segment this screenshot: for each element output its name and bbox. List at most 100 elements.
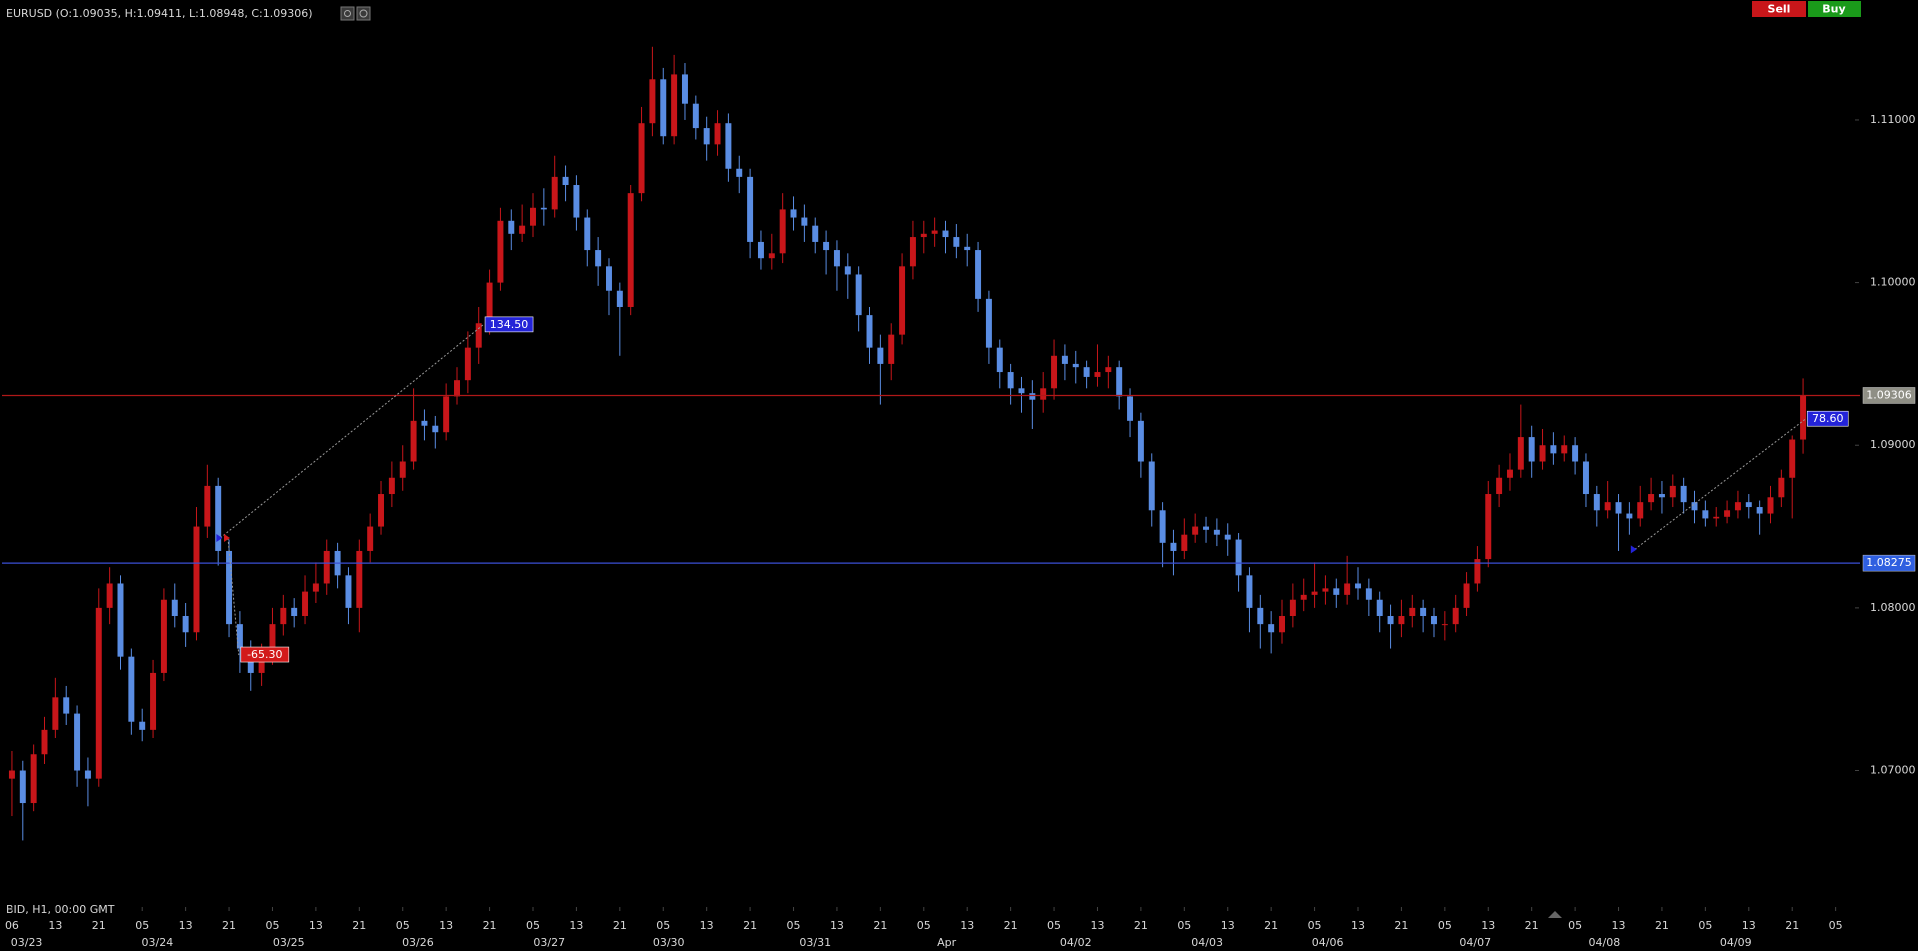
candle-body <box>519 225 526 234</box>
candle-body <box>1246 575 1253 608</box>
buy-button-label: Buy <box>1822 3 1845 16</box>
candle-body <box>1279 616 1285 633</box>
date-label: 03/23 <box>11 936 43 949</box>
candle-body <box>1007 372 1014 389</box>
candle-body <box>475 323 482 348</box>
candle-body <box>323 550 330 584</box>
candle-body <box>410 420 417 462</box>
y-tick-label: 1.09000 <box>1870 438 1916 451</box>
candle-body <box>909 237 916 267</box>
candle-body <box>454 380 460 397</box>
x-tick-label: 21 <box>222 919 236 932</box>
candle-body <box>888 334 895 364</box>
candle-body <box>595 250 602 267</box>
candle-body <box>1550 445 1557 454</box>
date-label: 03/26 <box>402 936 434 949</box>
x-tick-label: 21 <box>613 919 627 932</box>
candle-body <box>388 477 395 495</box>
candle-body <box>84 770 91 779</box>
date-label: Apr <box>937 936 957 949</box>
x-tick-label: 13 <box>1612 919 1626 932</box>
candle-body <box>1582 461 1589 495</box>
x-tick-label: 21 <box>1525 919 1539 932</box>
x-tick-label: 21 <box>1264 919 1278 932</box>
candle-body <box>1745 502 1752 508</box>
measure-marker <box>216 533 223 542</box>
x-tick-label: 05 <box>396 919 410 932</box>
candle-body <box>1387 616 1394 625</box>
x-tick-label: 13 <box>1742 919 1756 932</box>
candle-body <box>1235 539 1242 576</box>
candle-body <box>345 575 352 608</box>
x-tick-label: 13 <box>309 919 323 932</box>
sell-button[interactable] <box>1752 1 1806 17</box>
x-tick-label: 13 <box>569 919 583 932</box>
measure-tag <box>240 646 290 663</box>
candle-body <box>1148 461 1155 511</box>
date-label: 03/31 <box>799 936 831 949</box>
measure-marker <box>223 533 230 542</box>
candle-body <box>1398 616 1405 625</box>
candle-body <box>1528 437 1535 462</box>
buy-button[interactable] <box>1808 1 1861 17</box>
y-tick-label: 1.08000 <box>1870 601 1916 614</box>
candle-body <box>1691 502 1698 511</box>
candle-body <box>1376 599 1383 617</box>
candle-body <box>508 220 515 234</box>
candle-body <box>725 123 732 169</box>
candle-body <box>1116 367 1123 397</box>
date-label: 03/24 <box>142 936 174 949</box>
candle-body <box>1517 437 1524 470</box>
candle-body <box>356 550 363 608</box>
candle-body <box>1648 494 1655 503</box>
candle-body <box>182 616 189 633</box>
candle-body <box>1789 439 1796 478</box>
date-label: 03/30 <box>653 936 685 949</box>
candle-body <box>996 347 1003 373</box>
candle-body <box>443 396 450 433</box>
x-tick-label: 13 <box>1090 919 1104 932</box>
y-tick-label: 1.11000 <box>1870 113 1916 126</box>
candle-body <box>1083 367 1090 377</box>
candle-body <box>215 485 222 551</box>
candle-body <box>1061 355 1068 364</box>
candle-body <box>985 298 992 348</box>
candle-body <box>1778 477 1785 498</box>
candle-body <box>942 230 949 238</box>
date-label: 04/09 <box>1720 936 1752 949</box>
candle-body <box>605 266 612 291</box>
candle-body <box>117 583 124 657</box>
measure-tag <box>1806 410 1849 427</box>
candle-body <box>1300 594 1307 600</box>
x-tick-label: 05 <box>656 919 670 932</box>
candle-body <box>681 74 688 104</box>
candle-body <box>877 347 884 364</box>
candle-body <box>638 123 645 194</box>
candle-body <box>1431 616 1437 625</box>
candle-body <box>236 624 243 649</box>
candle-body <box>1452 607 1459 625</box>
candle-body <box>258 656 265 673</box>
candle-body <box>1409 607 1416 617</box>
scroll-marker[interactable] <box>1548 911 1562 918</box>
candle-body <box>1181 534 1188 551</box>
x-tick-label: 21 <box>352 919 366 932</box>
candle-body <box>714 123 721 145</box>
refresh-icon[interactable] <box>356 6 371 21</box>
x-tick-label: 13 <box>960 919 974 932</box>
candle-body <box>421 420 428 426</box>
settings-icon[interactable] <box>340 6 355 21</box>
x-tick-label: 13 <box>439 919 453 932</box>
candle-body <box>128 656 135 722</box>
candle-body <box>160 599 167 673</box>
candle-body <box>204 485 211 527</box>
candle-body <box>367 526 374 551</box>
y-tick-label: 1.10000 <box>1870 276 1916 289</box>
candle-body <box>1040 388 1047 400</box>
x-tick-label: 13 <box>1351 919 1365 932</box>
candle-body <box>692 103 699 129</box>
measure-tag-label: -65.30 <box>247 648 282 661</box>
date-label: 03/25 <box>273 936 305 949</box>
candle-body <box>1713 516 1720 519</box>
